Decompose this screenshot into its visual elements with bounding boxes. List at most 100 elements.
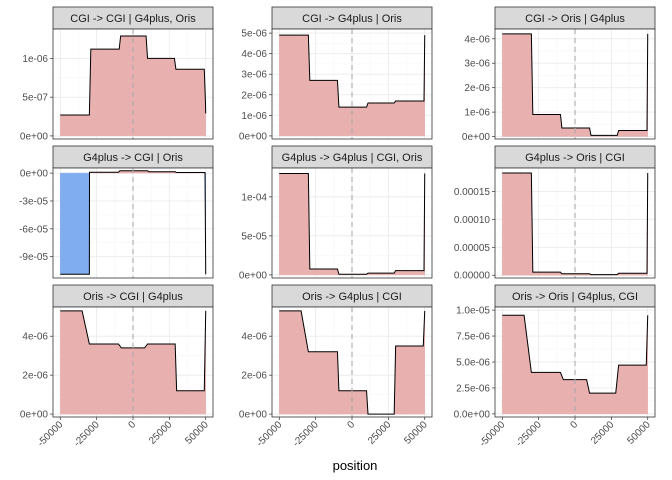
panel-border (494, 167, 656, 279)
x-tick-label: 25000 (147, 419, 175, 447)
area-positive-segment (144, 343, 148, 415)
area-positive-segment (367, 102, 395, 137)
area-positive-segment (589, 392, 616, 415)
area-positive-segment (147, 343, 176, 415)
y-tick-label: 0e+00 (20, 410, 49, 421)
y-tick-label: -9e-05 (19, 252, 48, 263)
area-positive-segment (532, 114, 561, 137)
x-tick-label: -25000 (291, 419, 321, 449)
y-tick-label: -6e-05 (19, 224, 48, 235)
y-tick-label: 5.0e-06 (456, 358, 490, 369)
y-tick-label: 0e+00 (20, 169, 49, 180)
series-line (60, 170, 207, 275)
area-positive-segment (561, 127, 590, 137)
area-positive-segment (118, 343, 122, 415)
panel-border (494, 28, 656, 140)
facet-title: Oris -> CGI | G4plus (83, 291, 183, 303)
y-tick-label: 1e-06 (464, 108, 490, 119)
y-tick-label: 0.00000 (454, 271, 491, 282)
facet-panel: CGI -> CGI | G4plus, Oris 0e+00 5e-07 1e-06 (20, 6, 214, 142)
x-tick-label: -50000 (36, 419, 66, 449)
x-tick-label: 25000 (589, 419, 617, 447)
y-tick-label: 3e-06 (464, 59, 490, 70)
y-tick-label: 0e+00 (239, 270, 268, 281)
area-positive-segment (176, 390, 205, 415)
area-positive-segment (338, 390, 367, 415)
area-positive-segment (395, 270, 425, 276)
y-tick-label: 5e-05 (241, 231, 267, 242)
area-positive-segment (175, 69, 205, 137)
area-positive-segment (366, 102, 369, 137)
facet-panel: Oris -> CGI | G4plus 0e+00 2e-06 4e-06 -5000… (20, 284, 214, 449)
x-tick-label: -50000 (478, 419, 508, 449)
area-positive-segment (309, 268, 338, 276)
x-tick-label: 0 (345, 419, 357, 431)
area-positive-segment (279, 310, 302, 415)
series-line (279, 310, 426, 415)
area-positive-segment (60, 310, 83, 415)
area-positive-segment (133, 35, 147, 137)
y-tick-label: 0e+00 (20, 131, 49, 142)
facet-panel: Oris -> Oris | G4plus, CGI 0.0e+00 2.5e-06… (454, 284, 656, 449)
y-tick-label: 0.00015 (454, 187, 491, 198)
area-positive-segment (279, 173, 309, 276)
series-line (60, 35, 207, 116)
y-tick-label: 1e-06 (241, 111, 267, 122)
y-tick-label: 0.00010 (454, 215, 491, 226)
y-tick-label: 2e-06 (241, 90, 267, 101)
y-tick-label: 3e-06 (241, 70, 267, 81)
series-line (502, 172, 649, 276)
series-line (502, 314, 649, 394)
panel-border (52, 28, 214, 140)
area-positive-segment (279, 34, 309, 137)
y-tick-label: 4e-06 (22, 332, 48, 343)
facet-title: Oris -> Oris | G4plus, CGI (512, 291, 638, 303)
x-tick-label: 50000 (183, 419, 211, 447)
panel-border (271, 28, 433, 140)
y-tick-label: 5e-07 (22, 93, 48, 104)
x-tick-label: -25000 (514, 419, 544, 449)
area-positive-segment (618, 130, 648, 137)
area-positive-segment (60, 114, 90, 137)
area-positive-segment (395, 100, 425, 137)
panels: CGI -> CGI | G4plus, Oris 0e+00 5e-07 1e-06… (19, 6, 656, 449)
facet-title: CGI -> CGI | G4plus, Oris (70, 13, 196, 25)
y-tick-label: 1e-06 (22, 54, 48, 65)
area-positive-segment (393, 100, 396, 137)
series-line (279, 34, 426, 108)
area-positive-segment (618, 364, 647, 415)
x-tick-label: 50000 (625, 419, 653, 447)
y-tick-label: 2e-06 (241, 371, 267, 382)
y-tick-label: 4e-06 (241, 332, 267, 343)
facet-panel: CGI -> G4plus | Oris 0e+00 1e-06 2e-06 3e-06… (239, 6, 433, 142)
y-tick-label: 4e-06 (464, 34, 490, 45)
facet-title: G4plus -> CGI | Oris (83, 152, 183, 164)
y-tick-label: 5e-06 (241, 29, 267, 40)
area-positive-segment (174, 58, 177, 137)
series-line (60, 310, 207, 392)
x-tick-label: -25000 (72, 419, 102, 449)
panel-border (271, 167, 433, 279)
series-line (502, 33, 649, 136)
area-positive-segment (338, 106, 367, 137)
y-tick-label: 0e+00 (239, 410, 268, 421)
panel-border (52, 167, 214, 279)
y-tick-label: 0e+00 (239, 131, 268, 142)
y-tick-label: 2e-06 (22, 371, 48, 382)
area-positive-segment (118, 35, 121, 137)
x-tick-label: 0 (568, 419, 580, 431)
area-positive-segment (308, 351, 338, 415)
y-tick-label: 0.0e+00 (454, 409, 491, 420)
facet-panel: G4plus -> G4plus | CGI, Oris 0e+00 5e-05 1e… (239, 145, 433, 281)
series-line (279, 172, 426, 275)
x-tick-label: -50000 (255, 419, 285, 449)
y-tick-label: 0e+00 (462, 132, 491, 143)
y-tick-label: 1.0e-05 (456, 306, 490, 317)
x-axis-title: position (333, 458, 378, 473)
x-tick-label: 25000 (366, 419, 394, 447)
x-tick-label: 0 (126, 419, 138, 431)
facet-title: CGI -> Oris | G4plus (525, 13, 625, 25)
area-positive-segment (309, 80, 338, 137)
area-positive-segment (502, 315, 525, 415)
